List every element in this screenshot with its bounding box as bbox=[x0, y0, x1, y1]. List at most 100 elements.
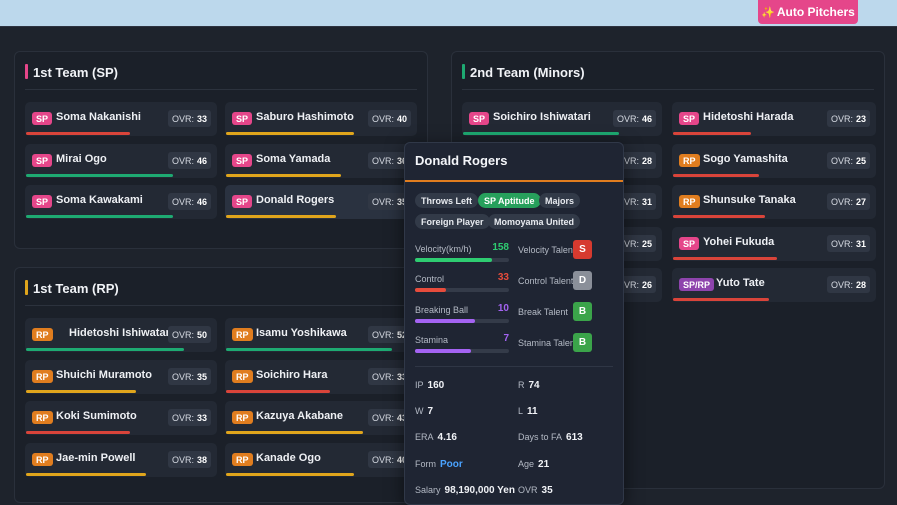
player-card-kazuya-akabane[interactable]: RP Kazuya Akabane OVR: 43 bbox=[225, 401, 417, 435]
ovr-value: 38 bbox=[196, 454, 207, 465]
ovr-badge: OVR: 52 bbox=[367, 326, 411, 343]
position-badge: SP bbox=[232, 195, 253, 208]
player-name: Saburo Hashimoto bbox=[256, 111, 354, 123]
stat-fill bbox=[415, 288, 447, 292]
popup-accent-line bbox=[405, 180, 623, 182]
player-card-hidetoshi-harada[interactable]: SP Hidetoshi Harada OVR: 23 bbox=[672, 102, 876, 136]
condition-bar bbox=[26, 348, 184, 351]
condition-bar bbox=[26, 174, 173, 177]
stat-fill bbox=[415, 349, 472, 353]
player-name: Donald Rogers bbox=[256, 194, 335, 206]
player-name: Mirai Ogo bbox=[56, 153, 107, 165]
player-card-isamu-yoshikawa[interactable]: RP Isamu Yoshikawa OVR: 52 bbox=[225, 318, 417, 352]
player-name: Kanade Ogo bbox=[256, 452, 321, 464]
position-badge: SP bbox=[469, 112, 490, 125]
player-name: Hidetoshi Ishiwatari bbox=[69, 327, 173, 339]
tag-aptitude: SP Aptitude bbox=[478, 193, 541, 208]
ovr-badge: OVR: 35 bbox=[367, 193, 411, 210]
player-card-koki-sumimoto[interactable]: RP Koki Sumimoto OVR: 33 bbox=[25, 401, 217, 435]
position-badge: SP bbox=[679, 237, 700, 250]
player-card-soma-nakanishi[interactable]: SP Soma Nakanishi OVR: 33 bbox=[25, 102, 217, 136]
ovr-value: 28 bbox=[641, 155, 652, 166]
talent-label: Break Talent bbox=[518, 307, 568, 317]
player-card-soma-yamada[interactable]: SP Soma Yamada OVR: 36 bbox=[225, 144, 417, 178]
player-card-yuto-tate[interactable]: SP/RP Yuto Tate OVR: 28 bbox=[672, 268, 876, 302]
ovr-badge: OVR: 33 bbox=[167, 110, 211, 127]
player-name: Soma Yamada bbox=[256, 153, 331, 165]
ovr-badge: OVR: 46 bbox=[612, 110, 656, 127]
tag-team: Momoyama United bbox=[488, 214, 581, 229]
player-name: Isamu Yoshikawa bbox=[256, 327, 347, 339]
ovr-value: 40 bbox=[396, 113, 407, 124]
stat-value: 158 bbox=[492, 242, 509, 253]
player-card-soma-kawakami[interactable]: SP Soma Kawakami OVR: 46 bbox=[25, 185, 217, 219]
stat-bar bbox=[415, 349, 509, 353]
stat-bar bbox=[415, 319, 509, 323]
talent-grade: B bbox=[573, 333, 592, 352]
condition-bar bbox=[26, 390, 136, 393]
ovr-badge: OVR: 27 bbox=[826, 193, 870, 210]
position-badge: SP/RP bbox=[679, 278, 715, 291]
ovr-value: 26 bbox=[641, 279, 652, 290]
ovr-value: 33 bbox=[196, 412, 207, 423]
position-badge: RP bbox=[232, 411, 253, 424]
ovr-value: 46 bbox=[641, 113, 652, 124]
panel-title: 1st Team (RP) bbox=[25, 280, 119, 296]
player-card-soichiro-ishiwatari[interactable]: SP Soichiro Ishiwatari OVR: 46 bbox=[462, 102, 662, 136]
position-badge: SP bbox=[32, 195, 53, 208]
auto-pitchers-button[interactable]: ✨ Auto Pitchers bbox=[758, 0, 858, 24]
player-name: Soichiro Ishiwatari bbox=[493, 111, 591, 123]
talent-label: Velocity Talent bbox=[518, 245, 576, 255]
ovr-value: 33 bbox=[396, 371, 407, 382]
stat-label: Velocity(km/h) bbox=[415, 244, 472, 254]
condition-bar bbox=[226, 348, 392, 351]
stat-fill bbox=[415, 258, 493, 262]
talent-grade: B bbox=[573, 302, 592, 321]
condition-bar bbox=[226, 473, 354, 476]
divider bbox=[415, 366, 613, 367]
player-name: Hidetoshi Harada bbox=[703, 111, 794, 123]
player-card-sogo-yamashita[interactable]: RP Sogo Yamashita OVR: 25 bbox=[672, 144, 876, 178]
player-name: Kazuya Akabane bbox=[256, 410, 344, 422]
position-badge: SP bbox=[232, 112, 253, 125]
ovr-badge: OVR: 25 bbox=[826, 152, 870, 169]
position-badge: RP bbox=[232, 453, 253, 466]
ovr-value: 28 bbox=[855, 279, 866, 290]
talent-grade: S bbox=[573, 240, 592, 259]
player-name: Shunsuke Tanaka bbox=[703, 194, 796, 206]
stat-label: Stamina bbox=[415, 335, 449, 345]
panel-first-team-sp: 1st Team (SP) SP Soma Nakanishi OVR: 33 S… bbox=[14, 51, 428, 249]
ovr-value: 35 bbox=[396, 196, 407, 207]
condition-bar bbox=[673, 298, 769, 301]
ovr-value: 46 bbox=[196, 196, 207, 207]
player-card-kanade-ogo[interactable]: RP Kanade Ogo OVR: 40 bbox=[225, 443, 417, 477]
condition-bar bbox=[673, 257, 777, 260]
player-card-donald-rogers[interactable]: SP Donald Rogers OVR: 35 bbox=[225, 185, 417, 219]
condition-bar bbox=[226, 390, 330, 393]
player-card-jae-min-powell[interactable]: RP Jae-min Powell OVR: 38 bbox=[25, 443, 217, 477]
stat-label: Breaking Ball bbox=[415, 305, 469, 315]
ovr-value: 43 bbox=[396, 412, 407, 423]
ovr-value: 33 bbox=[196, 113, 207, 124]
ovr-value: 31 bbox=[855, 238, 866, 249]
divider bbox=[25, 89, 417, 90]
player-card-yohei-fukuda[interactable]: SP Yohei Fukuda OVR: 31 bbox=[672, 227, 876, 261]
divider bbox=[25, 305, 417, 306]
player-card-saburo-hashimoto[interactable]: SP Saburo Hashimoto OVR: 40 bbox=[225, 102, 417, 136]
player-card-shuichi-muramoto[interactable]: RP Shuichi Muramoto OVR: 35 bbox=[25, 360, 217, 394]
player-card-mirai-ogo[interactable]: SP Mirai Ogo OVR: 46 bbox=[25, 144, 217, 178]
tag-level: Majors bbox=[539, 193, 581, 208]
tag-throws: Throws Left bbox=[415, 193, 478, 208]
condition-bar bbox=[673, 215, 765, 218]
ovr-value: 40 bbox=[396, 454, 407, 465]
ovr-badge: OVR: 43 bbox=[367, 409, 411, 426]
position-badge: RP bbox=[32, 370, 53, 383]
player-card-shunsuke-tanaka[interactable]: RP Shunsuke Tanaka OVR: 27 bbox=[672, 185, 876, 219]
ovr-badge: OVR: 50 bbox=[167, 326, 211, 343]
ovr-badge: OVR: 36 bbox=[367, 152, 411, 169]
player-card-soichiro-hara[interactable]: RP Soichiro Hara OVR: 33 bbox=[225, 360, 417, 394]
player-card-hidetoshi-ishiwatari[interactable]: RP Hidetoshi Ishiwatari OVR: 50 bbox=[25, 318, 217, 352]
stat-value: 33 bbox=[497, 272, 509, 283]
info-days-to-fa: Days to FA 613 bbox=[518, 432, 583, 443]
